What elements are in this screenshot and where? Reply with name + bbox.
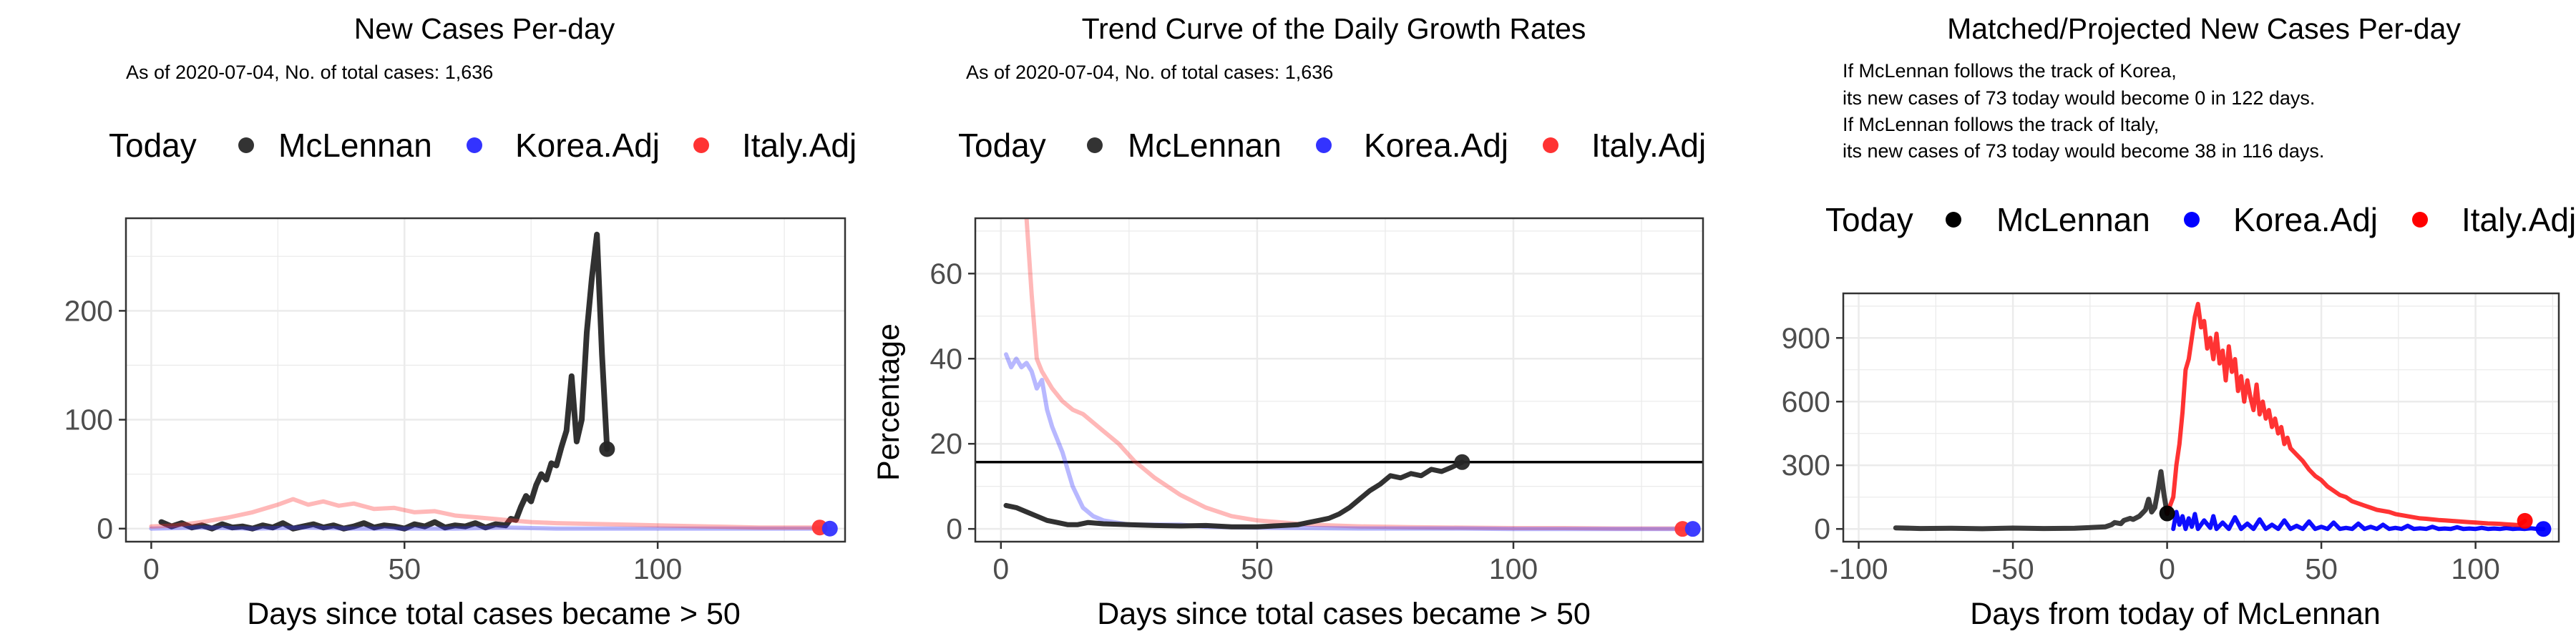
- y-tick-label: 60: [930, 257, 962, 290]
- series-line-italy-adj: [1024, 218, 1685, 531]
- x-axis-title: Days since total cases became > 50: [1097, 597, 1591, 631]
- y-tick-label: 0: [946, 512, 962, 545]
- plot-area: -100 -50 0 50 100 0 300 600 900: [1782, 292, 2560, 585]
- y-tick-label: 0: [97, 512, 113, 545]
- legend-label-italy: Italy.Adj: [2462, 201, 2576, 238]
- chart-subtitle: As of 2020-07-04, No. of total cases: 1,…: [126, 62, 493, 83]
- legend-marker-korea: [2184, 212, 2200, 228]
- today-point-italy-adj: [2517, 512, 2533, 529]
- chart-title: New Cases Per-day: [354, 12, 615, 45]
- legend: Today McLennan Korea.Adj Italy.Adj: [109, 127, 857, 164]
- series-line-italy-adj: [149, 497, 827, 530]
- x-tick-label: 100: [633, 552, 682, 585]
- legend-marker-korea: [1316, 137, 1332, 153]
- legend-marker-mclennan: [238, 137, 254, 153]
- x-tick-label: -100: [1830, 552, 1888, 585]
- chart-title: Trend Curve of the Daily Growth Rates: [1082, 12, 1586, 45]
- annotation-line: its new cases of 73 today would become 3…: [1843, 140, 2324, 162]
- legend-label-italy: Italy.Adj: [1591, 127, 1706, 164]
- legend-marker-italy: [693, 137, 709, 153]
- y-tick-label: 20: [930, 427, 962, 460]
- today-point-mclennan: [1454, 454, 1470, 470]
- y-tick-label: 40: [930, 342, 962, 375]
- legend-title: Today: [958, 127, 1046, 164]
- series-line-mclennan: [1893, 469, 2170, 532]
- series-group: [149, 231, 832, 532]
- x-tick-label: -50: [1991, 552, 2034, 585]
- x-axis-title: Days from today of McLennan: [1970, 597, 2381, 631]
- x-tick-label: 100: [1489, 552, 1538, 585]
- panel-border: [974, 217, 1704, 543]
- y-tick-label: 0: [1814, 512, 1830, 545]
- today-point-korea-adj: [2535, 521, 2552, 537]
- today-point-korea-adj: [821, 520, 838, 537]
- legend-marker-korea: [467, 137, 482, 153]
- x-tick-label: 50: [1241, 552, 1274, 585]
- y-tick-label: 300: [1782, 449, 1830, 482]
- x-axis-title: Days since total cases became > 50: [247, 597, 741, 631]
- legend-marker-mclennan: [1946, 212, 1961, 228]
- legend-label-korea: Korea.Adj: [2233, 201, 2378, 238]
- gridlines: [126, 218, 845, 542]
- today-point-mclennan: [599, 441, 615, 457]
- x-tick-label: 0: [992, 552, 1009, 585]
- legend-marker-mclennan: [1087, 137, 1103, 153]
- legend-label-mclennan: McLennan: [1996, 201, 2150, 238]
- series-line-mclennan: [1003, 459, 1465, 530]
- series-line-korea-adj: [149, 525, 832, 531]
- annotation-line: its new cases of 73 today would become 0…: [1843, 87, 2315, 109]
- x-tick-label: 0: [2159, 552, 2175, 585]
- today-point-mclennan: [2159, 505, 2175, 522]
- plot-area: 0 50 100 0 100 200: [64, 217, 847, 585]
- annotation-block: If McLennan follows the track of Korea, …: [1843, 60, 2324, 162]
- legend-label-mclennan: McLennan: [1128, 127, 1282, 164]
- series-line-italy-adj: [2165, 301, 2527, 527]
- legend: Today McLennan Korea.Adj Italy.Adj: [958, 127, 1706, 164]
- x-tick-label: 0: [143, 552, 160, 585]
- series-line-korea-adj: [2171, 509, 2546, 532]
- y-axis-title: Percentage: [872, 323, 906, 481]
- y-tick-label: 200: [64, 294, 113, 327]
- today-point-korea-adj: [1684, 521, 1701, 537]
- y-tick-label: 100: [64, 404, 113, 436]
- series-group: [1003, 218, 1690, 532]
- annotation-line: If McLennan follows the track of Italy,: [1843, 114, 2159, 135]
- panel-new-cases: New Cases Per-day As of 2020-07-04, No. …: [64, 12, 857, 631]
- series-group: [1893, 301, 2546, 532]
- legend-label-korea: Korea.Adj: [515, 127, 660, 164]
- legend-label-italy: Italy.Adj: [742, 127, 857, 164]
- x-tick-label: 50: [2305, 552, 2338, 585]
- legend-title: Today: [1825, 201, 1913, 238]
- legend: Today McLennan Korea.Adj Italy.Adj: [1825, 201, 2576, 238]
- panel-projected: Matched/Projected New Cases Per-day If M…: [1782, 12, 2576, 631]
- gridlines: [1843, 293, 2559, 542]
- legend-marker-italy: [1543, 137, 1558, 153]
- series-line-korea-adj: [1004, 352, 1690, 532]
- panel-border: [125, 217, 847, 543]
- chart-subtitle: As of 2020-07-04, No. of total cases: 1,…: [966, 62, 1333, 83]
- x-tick-label: 100: [2451, 552, 2499, 585]
- panel-border: [1842, 292, 2560, 543]
- legend-label-mclennan: McLennan: [278, 127, 432, 164]
- gridlines: [975, 218, 1703, 542]
- legend-title: Today: [109, 127, 197, 164]
- legend-label-korea: Korea.Adj: [1364, 127, 1508, 164]
- y-tick-label: 600: [1782, 385, 1830, 418]
- series-line-mclennan: [158, 231, 610, 532]
- panel-growth-rates: Trend Curve of the Daily Growth Rates As…: [872, 12, 1706, 631]
- x-tick-label: 50: [388, 552, 421, 585]
- legend-marker-italy: [2412, 212, 2428, 228]
- annotation-line: If McLennan follows the track of Korea,: [1843, 60, 2177, 82]
- y-tick-label: 900: [1782, 321, 1830, 354]
- chart-title: Matched/Projected New Cases Per-day: [1947, 12, 2461, 45]
- plot-area: 0 50 100 0 20 40 60: [930, 217, 1704, 585]
